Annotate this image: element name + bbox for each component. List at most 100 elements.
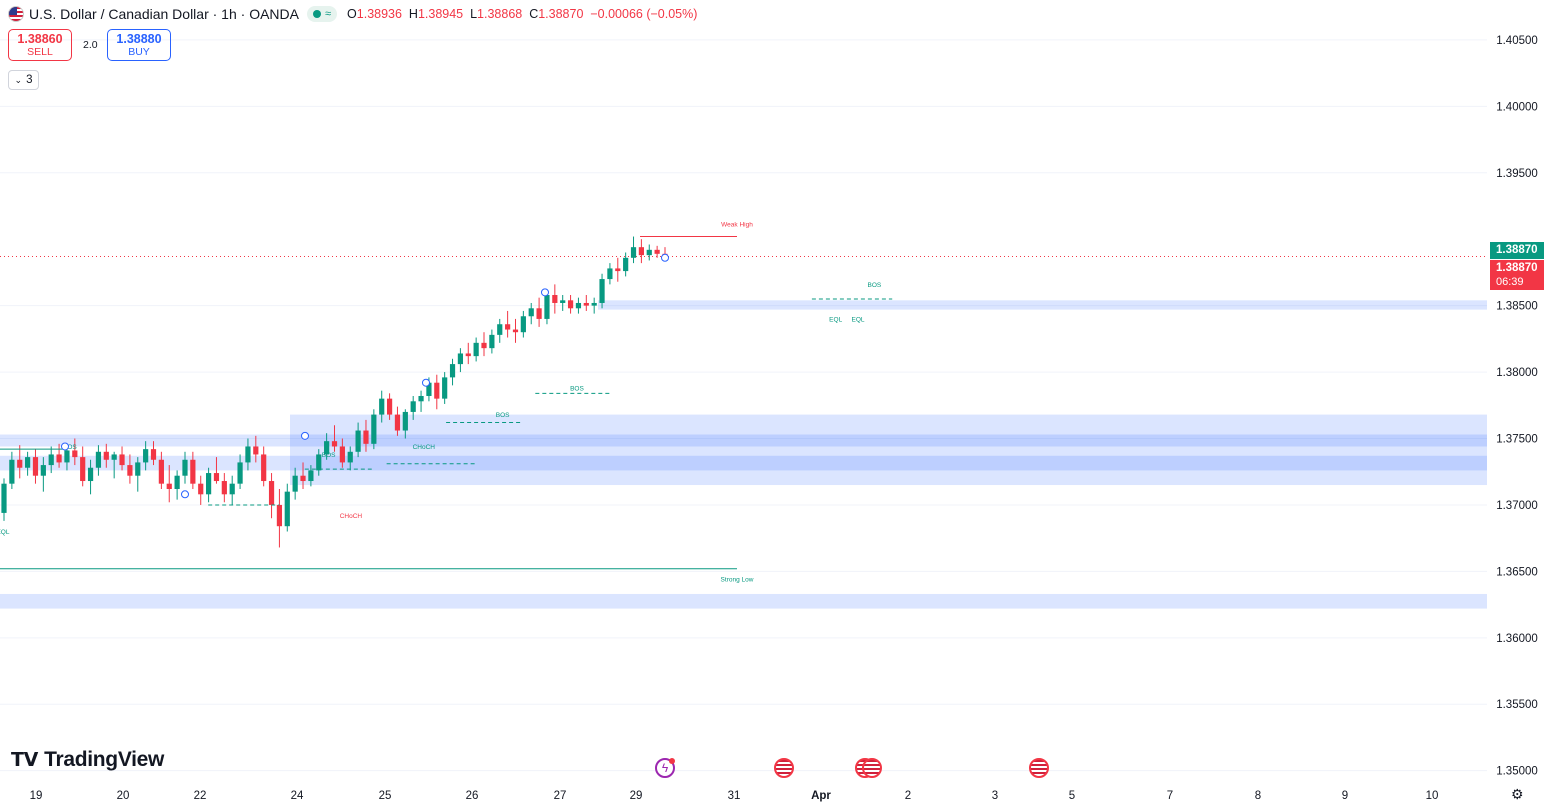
- candle: [268, 473, 275, 519]
- candle-body: [127, 465, 133, 476]
- swing-point-marker: [181, 490, 189, 499]
- market-status-badge[interactable]: ≈: [307, 6, 338, 22]
- candle: [1, 478, 7, 521]
- sell-button[interactable]: 1.38860 SELL: [8, 29, 72, 61]
- time-axis-label: 31: [728, 790, 741, 802]
- candle-body: [481, 342, 487, 349]
- candle-body: [497, 324, 503, 335]
- candle-body: [347, 451, 353, 463]
- current-price-tag: 1.38870 06:39: [1490, 260, 1544, 290]
- candle-body: [638, 247, 644, 256]
- candle-body: [489, 334, 495, 349]
- candle-body: [284, 491, 290, 527]
- status-icon: ≈: [325, 8, 332, 20]
- buy-button[interactable]: 1.38880 BUY: [107, 29, 171, 61]
- candle: [135, 457, 141, 492]
- candle: [308, 465, 314, 487]
- order-block-zone: [0, 455, 1487, 471]
- structure-label: CHoCH: [340, 513, 363, 520]
- high-key: H: [408, 7, 418, 21]
- candle: [552, 284, 558, 314]
- candle: [379, 390, 385, 423]
- candle: [481, 332, 487, 357]
- candle-body: [32, 457, 39, 476]
- open-key: O: [347, 7, 357, 21]
- candle-body: [465, 353, 471, 357]
- tradingview-logo[interactable]: 𝗧𝗩 TradingView: [11, 748, 164, 772]
- candle: [520, 310, 526, 338]
- us-flag-icon[interactable]: [862, 758, 882, 778]
- candle-body: [394, 414, 401, 431]
- candle-body: [1, 483, 7, 513]
- chevron-down-icon: ⌄: [14, 74, 23, 85]
- price-axis-label: 1.40000: [1496, 101, 1538, 113]
- candle-body: [457, 353, 464, 365]
- indicators-count: 3: [26, 74, 33, 86]
- indicators-toggle-button[interactable]: ⌄ 3: [8, 70, 39, 90]
- buy-price: 1.38880: [116, 32, 162, 46]
- candle-body: [316, 454, 322, 471]
- candle-body: [355, 430, 361, 452]
- order-block-zone: [598, 300, 1487, 310]
- candle: [331, 425, 338, 452]
- candle: [654, 245, 660, 258]
- low-key: L: [470, 7, 478, 21]
- candle-body: [646, 249, 652, 256]
- symbol-title[interactable]: U.S. Dollar / Canadian Dollar · 1h · OAN…: [29, 6, 299, 22]
- candle: [143, 441, 149, 471]
- candle-body: [402, 411, 408, 431]
- price-axis-label: 1.40500: [1496, 35, 1538, 47]
- candle-body: [607, 268, 613, 280]
- candle: [560, 295, 566, 311]
- price-axis-label: 1.35000: [1496, 766, 1538, 778]
- candle-body: [418, 395, 424, 402]
- candle-body: [331, 441, 338, 447]
- candle: [72, 438, 78, 466]
- candle-body: [95, 451, 102, 468]
- candle: [9, 451, 15, 489]
- time-axis-label: 27: [554, 790, 567, 802]
- candle-body: [560, 300, 566, 303]
- us-flag-icon[interactable]: [1029, 758, 1049, 778]
- candle: [457, 348, 464, 373]
- candle-body: [182, 459, 188, 476]
- candle: [473, 337, 479, 362]
- candle: [111, 451, 117, 479]
- candle-body: [64, 450, 70, 463]
- candle-body: [48, 454, 54, 466]
- weak-high-label: Weak High: [721, 222, 753, 229]
- candle-body: [426, 382, 432, 396]
- brand-name: TradingView: [44, 748, 165, 771]
- candle-body: [143, 449, 149, 463]
- structure-label: BOS: [496, 412, 510, 419]
- candle: [434, 374, 440, 410]
- candle-body: [371, 414, 377, 444]
- candle: [363, 419, 369, 452]
- candle: [394, 406, 401, 436]
- candle: [198, 475, 204, 505]
- bar-countdown: 06:39: [1496, 276, 1524, 288]
- candle-body: [410, 401, 416, 412]
- candle-body: [536, 308, 542, 319]
- candle: [40, 457, 46, 492]
- time-axis-label: 25: [379, 790, 392, 802]
- candle: [442, 372, 448, 404]
- bolt-icon[interactable]: ϟ: [655, 758, 675, 778]
- candle-body: [654, 249, 660, 254]
- candle: [174, 470, 180, 500]
- current-price-value: 1.38870: [1496, 262, 1538, 274]
- candle-body: [520, 316, 526, 333]
- candle-body: [386, 398, 393, 415]
- time-axis-label: 2: [905, 790, 911, 802]
- candle: [528, 302, 534, 325]
- candle: [607, 263, 613, 285]
- settings-gear-icon[interactable]: ⚙: [1511, 786, 1524, 802]
- us-flag-icon: [8, 6, 24, 22]
- time-axis-label: 3: [992, 790, 998, 802]
- us-flag-icon[interactable]: [774, 758, 794, 778]
- candle-body: [17, 459, 23, 468]
- sell-label: SELL: [27, 46, 53, 58]
- candle: [17, 445, 23, 479]
- candle-body: [205, 473, 212, 495]
